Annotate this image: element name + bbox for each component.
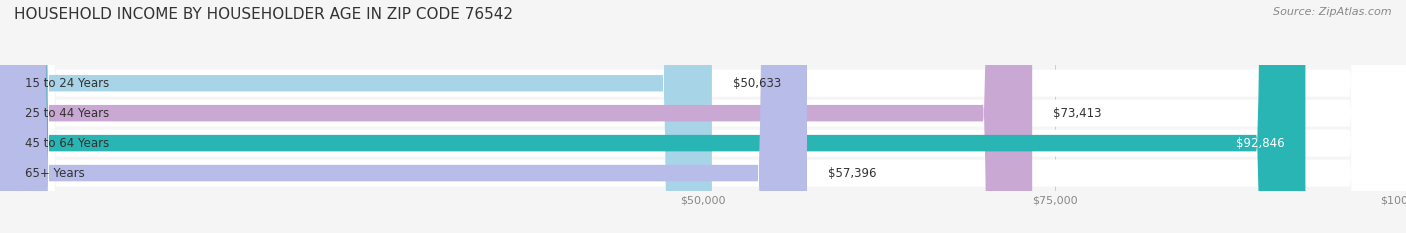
FancyBboxPatch shape bbox=[0, 0, 807, 233]
Text: $57,396: $57,396 bbox=[828, 167, 876, 180]
Text: 15 to 24 Years: 15 to 24 Years bbox=[25, 77, 110, 90]
Text: $50,633: $50,633 bbox=[733, 77, 782, 90]
FancyBboxPatch shape bbox=[0, 0, 711, 233]
Text: 45 to 64 Years: 45 to 64 Years bbox=[25, 137, 110, 150]
FancyBboxPatch shape bbox=[0, 0, 1032, 233]
Text: HOUSEHOLD INCOME BY HOUSEHOLDER AGE IN ZIP CODE 76542: HOUSEHOLD INCOME BY HOUSEHOLDER AGE IN Z… bbox=[14, 7, 513, 22]
Text: $92,846: $92,846 bbox=[1236, 137, 1284, 150]
Text: Source: ZipAtlas.com: Source: ZipAtlas.com bbox=[1274, 7, 1392, 17]
Text: $73,413: $73,413 bbox=[1053, 107, 1102, 120]
Text: 25 to 44 Years: 25 to 44 Years bbox=[25, 107, 110, 120]
FancyBboxPatch shape bbox=[0, 0, 1305, 233]
Text: 65+ Years: 65+ Years bbox=[25, 167, 84, 180]
